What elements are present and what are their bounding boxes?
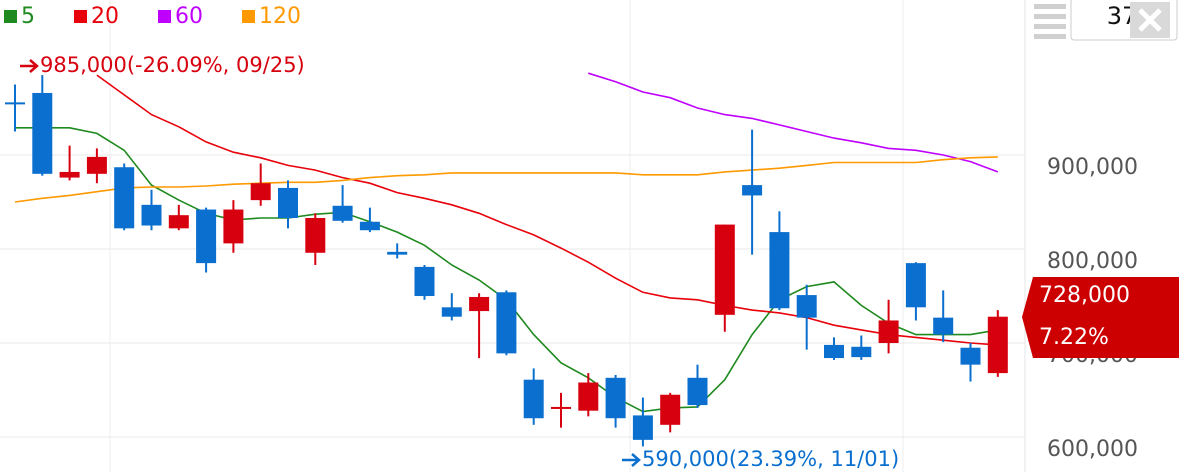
candle-body <box>305 217 326 253</box>
candle-body <box>960 347 981 365</box>
y-tick-label: 600,000 <box>1047 437 1138 462</box>
candle-body <box>86 156 107 174</box>
legend-swatch <box>4 10 17 23</box>
candle-body <box>141 204 162 226</box>
candle-body <box>469 296 490 312</box>
ma-line <box>96 74 998 346</box>
legend-label: 20 <box>91 4 119 29</box>
ma-line <box>588 72 999 173</box>
candle-body <box>441 307 462 317</box>
candle-body <box>578 382 599 411</box>
annotation-text: 590,000(23.39%, 11/01) <box>642 447 899 471</box>
candle-body <box>742 185 763 196</box>
candle-body <box>987 316 1008 374</box>
candle-body <box>387 251 408 255</box>
candle-body <box>796 295 817 318</box>
candle-body <box>605 377 626 419</box>
ma-line <box>15 127 998 413</box>
legend-swatch <box>242 10 255 23</box>
candle-body <box>332 205 353 221</box>
legend-label: 120 <box>259 4 301 29</box>
y-tick-label: 900,000 <box>1047 155 1138 180</box>
close-icon[interactable] <box>1130 2 1170 38</box>
menu-bar <box>1034 24 1066 29</box>
price-tag <box>1022 277 1179 358</box>
candle-body <box>278 187 298 218</box>
close-x <box>1138 8 1162 32</box>
annotation-text: 985,000(-26.09%, 09/25) <box>40 53 305 77</box>
candle-body <box>223 209 244 244</box>
candle-body <box>824 344 844 359</box>
menu-icon[interactable] <box>1034 4 1066 39</box>
legend-label: 5 <box>21 4 35 29</box>
candle-body <box>769 232 790 309</box>
annotation-arrow <box>622 453 641 467</box>
candle-body <box>196 209 217 264</box>
menu-bar <box>1034 4 1066 9</box>
ma-line <box>14 156 998 203</box>
price-tag-change: 7.22% <box>1039 325 1109 350</box>
candle-body <box>933 317 954 335</box>
candle-body <box>359 221 380 231</box>
candle-body <box>114 167 135 229</box>
y-tick-label: 800,000 <box>1047 249 1138 274</box>
candle-body <box>905 263 926 308</box>
candle-body <box>878 320 899 344</box>
candle-body <box>496 292 517 354</box>
candle-body <box>660 394 681 425</box>
candle-body <box>687 377 708 406</box>
candle-body <box>414 266 435 297</box>
candle-body <box>250 183 271 201</box>
candle-body <box>168 215 189 229</box>
legend-label: 60 <box>175 4 203 29</box>
candle-body <box>551 406 571 409</box>
price-tag-price: 728,000 <box>1039 283 1130 308</box>
legend-swatch <box>74 10 87 23</box>
candle-body <box>5 102 25 105</box>
candle-body <box>714 224 735 315</box>
toolbar: 37 <box>1034 0 1178 41</box>
candle-body <box>523 379 544 419</box>
candle-body <box>32 92 53 174</box>
candle-body <box>632 415 653 440</box>
candle-body <box>851 346 872 358</box>
annotation-arrow <box>20 59 39 73</box>
menu-bar <box>1034 14 1066 19</box>
legend-swatch <box>158 10 171 23</box>
menu-bar <box>1034 34 1066 39</box>
candle-body <box>59 171 80 178</box>
